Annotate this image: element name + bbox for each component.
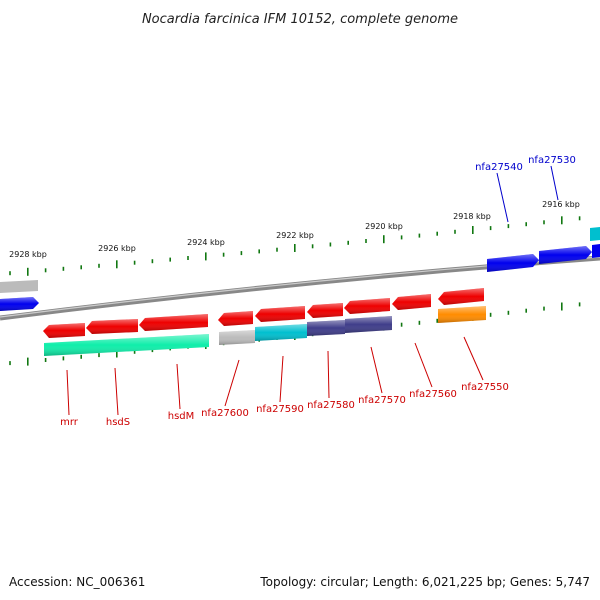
- scale-label-2918: 2918 kbp: [453, 212, 491, 221]
- gene-label-nfa27570: nfa27570: [358, 395, 406, 406]
- gene-arrow-gray-left[interactable]: [0, 280, 38, 293]
- gene-label-nfa27540: nfa27540: [475, 162, 523, 173]
- scale-label-2926: 2926 kbp: [98, 244, 136, 253]
- gene-arrow-cyan-edge[interactable]: [590, 227, 600, 241]
- callout-line-nfa27550: [463, 336, 484, 381]
- map-title: Nocardia farcinica IFM 10152, complete g…: [142, 12, 458, 27]
- accession-text: Accession: NC_006361: [9, 575, 145, 589]
- callout-line-nfa27560: [414, 342, 433, 388]
- callout-line-nfa27540: [496, 172, 509, 223]
- scale-label-2920: 2920 kbp: [365, 222, 403, 231]
- gene-shading: [0, 246, 592, 356]
- scale-label-2928: 2928 kbp: [9, 250, 47, 259]
- scale-label-2924: 2924 kbp: [187, 238, 225, 247]
- gene-label-hsdM: hsdM: [168, 411, 195, 422]
- gene-label-nfa27530: nfa27530: [528, 155, 576, 166]
- gene-label-mrr: mrr: [60, 417, 79, 428]
- callout-line-nfa27580: [327, 350, 330, 399]
- gene-label-nfa27600: nfa27600: [201, 408, 249, 419]
- callout-line-nfa27590: [279, 355, 284, 403]
- gene-label-nfa27560: nfa27560: [409, 389, 457, 400]
- genome-summary-text: Topology: circular; Length: 6,021,225 bp…: [259, 575, 590, 589]
- callout-line-nfa27570: [370, 346, 383, 394]
- callout-line-hsdS: [114, 367, 119, 416]
- callout-line-nfa27600: [224, 359, 240, 407]
- scale-label-2916: 2916 kbp: [542, 200, 580, 209]
- gene-label-nfa27590: nfa27590: [256, 404, 304, 415]
- gene-label-nfa27580: nfa27580: [307, 400, 355, 411]
- upper-scale-ticks: [9, 216, 581, 276]
- callout-line-nfa27530: [550, 165, 559, 201]
- callout-line-mrr: [66, 369, 70, 416]
- gene-label-hsdS: hsdS: [106, 417, 130, 428]
- gene-arrow-blue-edge[interactable]: [592, 244, 600, 258]
- callout-lines: [66, 165, 559, 416]
- gene-label-nfa27550: nfa27550: [461, 382, 509, 393]
- callout-line-hsdM: [176, 363, 181, 410]
- scale-label-2922: 2922 kbp: [276, 231, 314, 240]
